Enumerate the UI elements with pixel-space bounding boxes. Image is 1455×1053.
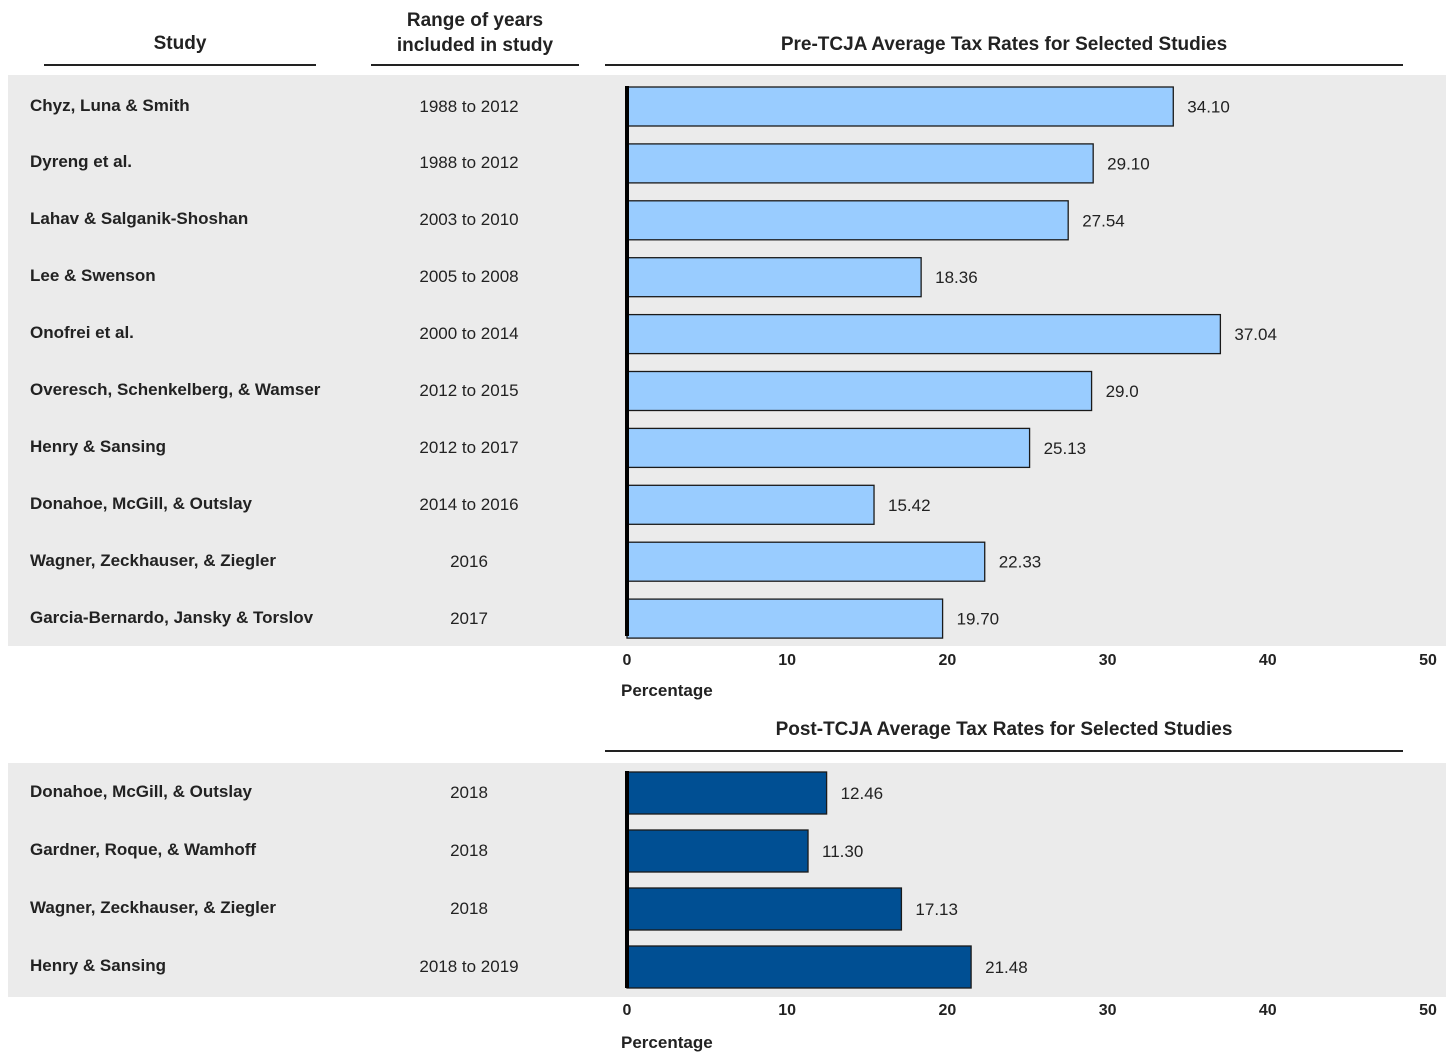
post-x-axis-label: Percentage [621,1033,713,1052]
study-year-range: 2005 to 2008 [419,267,519,287]
study-name: Onofrei et al. [30,323,134,343]
bar [626,541,986,582]
pre-chart-title: Pre-TCJA Average Tax Rates for Selected … [780,34,1228,55]
years-header-rule [371,64,579,66]
study-year-range: 2018 to 2019 [419,957,519,976]
study-name: Lee & Swenson [30,266,156,286]
years-column-header: Range of years included in study [371,8,579,58]
study-year-range: 2018 [450,841,488,860]
x-tick-label: 0 [622,652,632,669]
bar-value-label: 17.13 [915,900,958,919]
bar [626,598,944,639]
bar [626,86,1174,127]
x-tick-label: 10 [778,1002,797,1019]
study-name: Gardner, Roque, & Wamhoff [30,840,257,859]
bar [626,887,903,931]
bar [626,829,809,873]
study-year-range: 2012 to 2015 [419,381,519,400]
x-tick-label: 20 [938,652,957,669]
bar [626,143,1094,184]
bar-value-label: 18.36 [935,268,978,287]
bar [626,313,1222,355]
bar-value-label: 25.13 [1044,439,1087,458]
x-tick-label: 50 [1419,652,1437,669]
x-tick-label: 40 [1258,652,1277,669]
study-name: Garcia-Bernardo, Jansky & Torslov [30,607,314,627]
study-year-range: 2018 [450,899,488,918]
bar-value-label: 12.46 [841,784,884,803]
study-name: Wagner, Zeckhauser, & Ziegler [30,898,276,917]
x-tick-label: 30 [1098,652,1117,669]
post-title-rule [605,750,1403,752]
bar [626,200,1069,241]
bar-value-label: 27.54 [1082,211,1125,230]
study-name: Chyz, Luna & Smith [30,95,190,115]
study-year-range: 2016 [450,551,488,571]
x-tick-label: 30 [1098,1002,1117,1019]
pre-x-axis-label: Percentage [621,681,713,700]
pre-title-rule [605,64,1403,66]
study-year-range: 2017 [450,608,488,628]
post-chart-title: Post-TCJA Average Tax Rates for Selected… [775,719,1233,740]
study-name: Henry & Sansing [30,956,167,975]
bar-value-label: 29.0 [1106,382,1139,401]
study-name: Overesch, Schenkelberg, & Wamser [30,380,321,399]
years-header-line-2: included in study [396,35,554,56]
x-tick-label: 0 [622,1002,632,1019]
x-tick-label: 50 [1419,1002,1437,1019]
bar [626,771,828,815]
bar-value-label: 37.04 [1234,325,1277,344]
x-tick-label: 20 [938,1002,957,1019]
bar [626,257,922,298]
study-year-range: 2012 to 2017 [419,437,519,457]
bar-value-label: 11.30 [822,842,863,861]
study-year-range: 2003 to 2010 [419,210,519,230]
study-year-range: 2000 to 2014 [419,324,519,344]
bar-value-label: 21.48 [985,958,1028,977]
study-column-header: Study [153,33,207,54]
study-name: Wagner, Zeckhauser, & Ziegler [30,550,276,570]
study-year-range: 1988 to 2012 [419,96,519,116]
bar [626,370,1093,412]
bar-value-label: 34.10 [1187,98,1230,117]
study-name: Donahoe, McGill, & Outslay [30,493,252,513]
study-name: Henry & Sansing [30,436,167,456]
bar [626,427,1031,469]
study-header-rule [44,64,316,66]
bar-value-label: 22.33 [999,553,1042,572]
study-name: Donahoe, McGill, & Outslay [30,782,252,801]
study-year-range: 2014 to 2016 [419,494,519,514]
bar [626,945,972,989]
years-header-line-1: Range of years [406,10,544,31]
study-year-range: 1988 to 2012 [419,153,519,173]
study-name: Dyreng et al. [30,152,133,172]
bar-value-label: 19.70 [957,610,1000,629]
bar-value-label: 15.42 [888,496,931,515]
bar-value-label: 29.10 [1107,154,1150,173]
x-tick-label: 40 [1258,1002,1277,1019]
study-year-range: 2018 [450,783,488,802]
study-name: Lahav & Salganik-Shoshan [30,209,249,229]
x-tick-label: 10 [778,652,797,669]
bar [626,484,875,525]
